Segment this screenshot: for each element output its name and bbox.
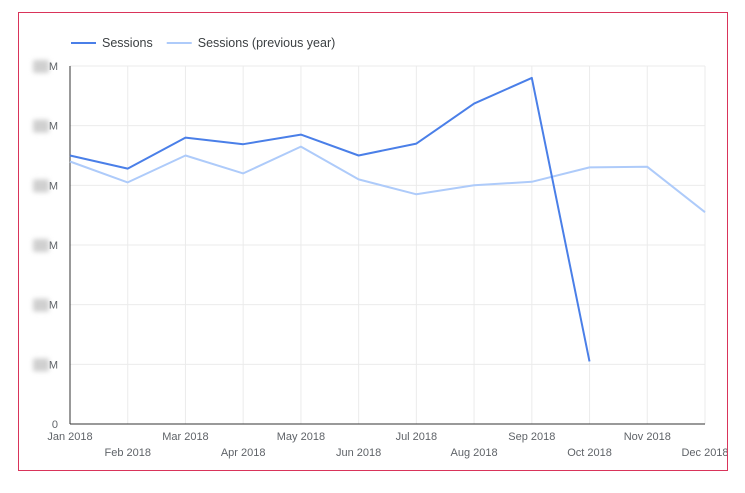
redacted-value [33, 298, 49, 312]
grid-lines [70, 65, 706, 424]
axes [69, 66, 705, 425]
x-tick-label: Apr 2018 [221, 447, 266, 459]
series-lines [69, 76, 706, 362]
x-tick-label: Feb 2018 [104, 447, 150, 459]
redacted-value [33, 179, 49, 193]
legend-label: Sessions (previous year) [198, 36, 336, 50]
series-line-sessions [69, 76, 591, 362]
legend-item[interactable]: Sessions (previous year) [166, 36, 336, 50]
svg-text:M: M [49, 240, 58, 252]
svg-text:M: M [49, 300, 58, 312]
chart-frame: Sessions Sessions (previous year) Jan 201… [18, 12, 728, 471]
y-tick-label: M [33, 298, 58, 312]
x-tick-label: Mar 2018 [162, 431, 208, 443]
y-tick-label: 0 [52, 419, 58, 431]
line-chart: Sessions Sessions (previous year) Jan 201… [33, 36, 727, 459]
x-tick-label: Dec 2018 [681, 447, 727, 459]
x-tick-label: Jun 2018 [336, 447, 381, 459]
svg-text:0: 0 [52, 419, 58, 431]
legend: Sessions Sessions (previous year) [71, 36, 335, 50]
svg-text:M: M [49, 121, 58, 133]
svg-text:M: M [49, 359, 58, 371]
x-tick-label: Jan 2018 [47, 431, 92, 443]
legend-label: Sessions [102, 36, 153, 50]
series-line-sessions-previous-year [69, 145, 706, 213]
y-tick-label: M [33, 119, 58, 133]
x-tick-label: Jul 2018 [396, 431, 438, 443]
redacted-value [33, 239, 49, 252]
x-tick-label: Sep 2018 [508, 431, 555, 443]
y-tick-label: M [33, 60, 58, 73]
legend-item[interactable]: Sessions [71, 36, 153, 50]
y-tick-label: M [33, 239, 58, 252]
svg-text:M: M [49, 61, 58, 73]
y-tick-labels: 0 M M M M M M [33, 60, 58, 431]
x-tick-labels: Jan 2018 Feb 2018 Mar 2018 Apr 2018 May 2018… [47, 431, 727, 459]
redacted-value [33, 358, 49, 372]
y-tick-label: M [33, 358, 58, 372]
x-tick-label: Oct 2018 [567, 447, 612, 459]
redacted-value [33, 60, 49, 73]
x-tick-label: Aug 2018 [451, 447, 498, 459]
x-tick-label: Nov 2018 [624, 431, 671, 443]
svg-text:M: M [49, 180, 58, 192]
redacted-value [33, 119, 49, 133]
y-tick-label: M [33, 179, 58, 193]
x-tick-label: May 2018 [277, 431, 325, 443]
